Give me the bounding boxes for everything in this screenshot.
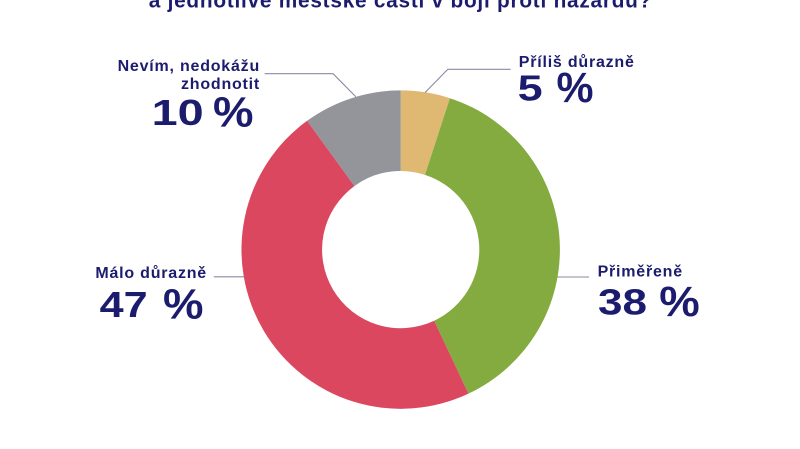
svg-text:Málo důrazně: Málo důrazně	[95, 265, 207, 282]
svg-text:5%: 5%	[518, 65, 594, 112]
svg-text:a jednotlivé městské části v b: a jednotlivé městské části v boji proti …	[149, 0, 652, 13]
svg-text:47%: 47%	[100, 282, 204, 329]
svg-text:Přiměřeně: Přiměřeně	[598, 263, 683, 280]
svg-text:Nevím, nedokážu: Nevím, nedokážu	[118, 58, 260, 75]
svg-text:Příliš důrazně: Příliš důrazně	[519, 54, 635, 71]
svg-text:38%: 38%	[598, 279, 700, 326]
svg-text:zhodnotit: zhodnotit	[181, 76, 260, 93]
svg-text:10%: 10%	[152, 90, 254, 137]
